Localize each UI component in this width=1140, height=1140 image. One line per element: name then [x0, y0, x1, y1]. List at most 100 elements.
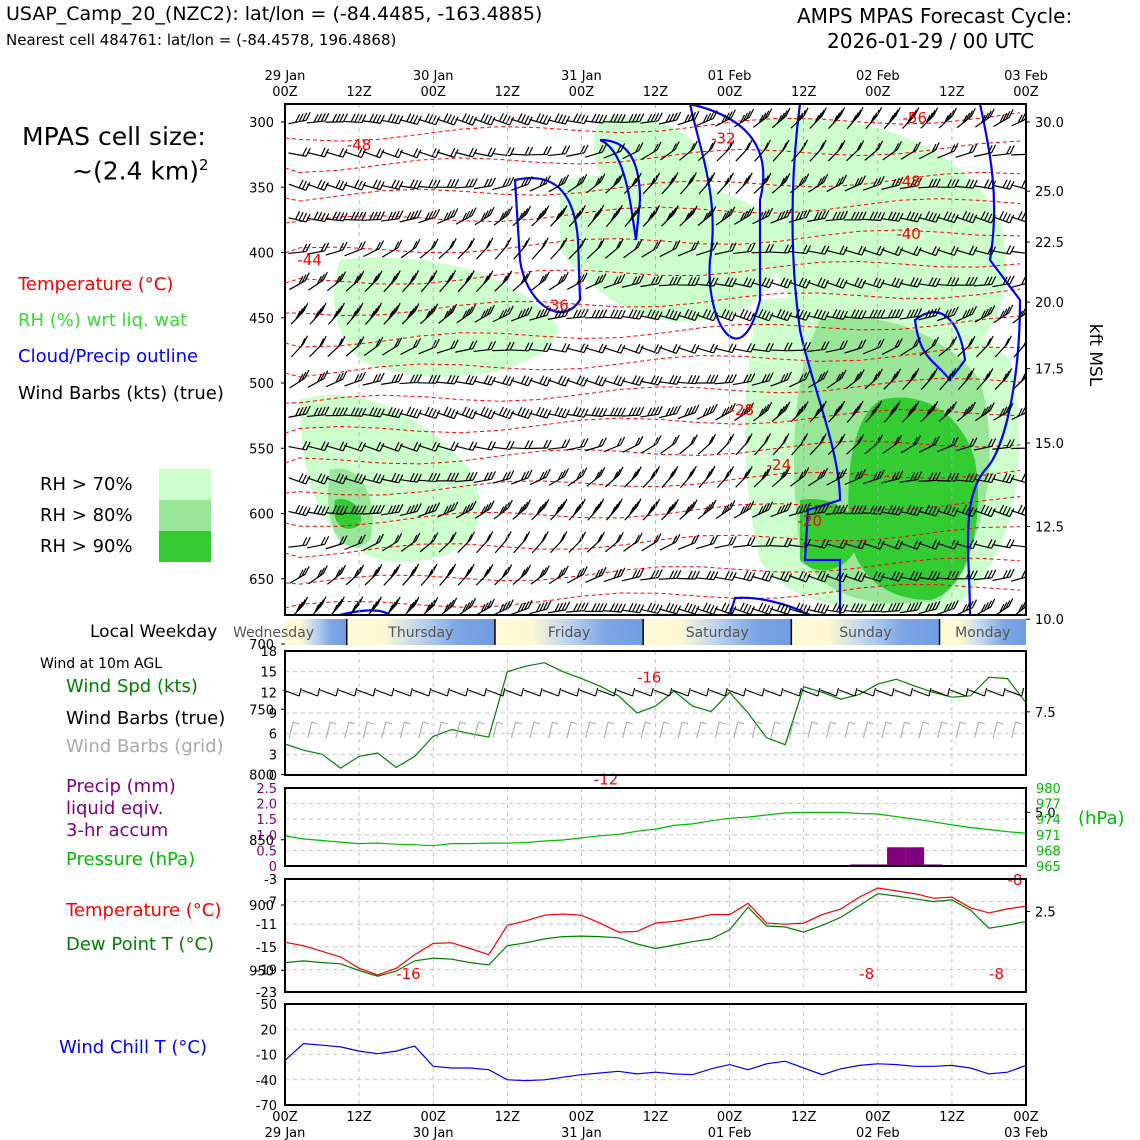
wind-barb-flag — [536, 701, 540, 709]
wind-barb-flag — [653, 535, 659, 544]
wind-barb — [751, 277, 774, 289]
wind-barb-flag — [969, 801, 973, 809]
wind-barb-flag — [373, 863, 377, 871]
wind-barb-flag — [713, 698, 717, 706]
wind-barb-flag — [914, 800, 918, 808]
wind-barb-flag — [887, 309, 893, 319]
wind-barb-flag — [573, 897, 577, 905]
wind-barb — [438, 531, 457, 553]
wind-barb-flag — [936, 766, 940, 774]
wind-barb-flag — [300, 338, 306, 347]
wind-barb-flag — [691, 375, 697, 384]
wind-barb-flag — [487, 115, 493, 125]
wind-barb-flag — [498, 113, 504, 122]
wind-barb-flag — [635, 343, 641, 353]
wind-barb-flag — [739, 308, 745, 318]
wind-barb-flag — [785, 466, 791, 476]
wind-barb-flag — [413, 115, 419, 124]
wind-barb-staff — [458, 866, 470, 879]
wind-barb-flag — [557, 503, 563, 513]
wind-barb-flag — [613, 309, 619, 319]
wind-barb-flag — [839, 572, 845, 581]
wind-barb — [882, 141, 902, 161]
wind-barb — [475, 598, 495, 615]
wind-barb-staff — [310, 898, 322, 911]
wind-barb-flag — [575, 210, 581, 219]
wind-barb-flag — [654, 498, 661, 508]
wind-barb — [622, 862, 644, 874]
wind-barb — [771, 466, 791, 488]
wind-barb-flag — [730, 206, 736, 216]
wind-barb-flag — [880, 309, 886, 319]
wind-barb-staff — [530, 674, 547, 680]
wind-barb-flag — [557, 114, 563, 123]
wind-barb-flag — [1009, 275, 1015, 284]
wind-barb-flag — [425, 800, 429, 808]
wind-barb-flag — [1009, 145, 1015, 154]
wind-barb-flag — [639, 406, 645, 416]
wind-barb-flag — [358, 596, 364, 605]
wind-barb-flag — [315, 898, 319, 906]
wind-barb-flag — [372, 275, 378, 285]
wind-barb-flag — [1007, 833, 1011, 841]
wind-barb-staff — [733, 870, 750, 874]
wind-barb-flag — [870, 799, 874, 807]
wind-barb-flag — [635, 829, 639, 837]
wind-barb — [973, 276, 997, 287]
wind-barb-flag — [911, 403, 917, 412]
wind-barb-flag — [468, 409, 474, 418]
wind-barb — [714, 602, 737, 615]
wind-barb-flag — [472, 376, 478, 385]
wind-barb-flag — [729, 433, 735, 443]
wind-barb-flag — [934, 695, 938, 703]
wind-barb — [862, 309, 886, 319]
wind-barb-flag — [520, 375, 526, 384]
wind-barb — [455, 406, 478, 420]
wind-barb — [621, 406, 645, 417]
wind-barb-flag — [412, 339, 418, 349]
wind-barb-flag — [916, 540, 922, 550]
wind-barb — [680, 760, 696, 782]
wind-barb — [714, 373, 737, 385]
wind-barb-flag — [370, 898, 374, 906]
wind-barb-flag — [980, 310, 986, 319]
wind-barb-flag — [692, 434, 698, 443]
wind-barb-flag — [416, 180, 422, 189]
wind-barb-flag — [983, 212, 990, 221]
wind-barb — [326, 665, 347, 680]
wind-barb-flag — [824, 664, 828, 672]
wind-barb-flag — [724, 374, 730, 384]
wind-barb-flag — [300, 305, 306, 315]
wind-barb — [474, 701, 495, 713]
wind-barb-flag — [987, 213, 993, 222]
wind-barb — [492, 470, 515, 484]
wind-barb-flag — [839, 341, 845, 350]
wind-barb-flag — [598, 603, 604, 612]
wind-barb-flag — [484, 702, 488, 710]
wind-barb-flag — [817, 571, 823, 580]
wind-barb — [306, 242, 330, 255]
wind-barb — [938, 107, 957, 129]
wind-barb-flag — [814, 408, 820, 418]
wind-barb-flag — [777, 408, 783, 418]
wind-barb — [974, 863, 996, 873]
wind-barb-flag — [539, 178, 545, 187]
wind-barb-flag — [880, 505, 886, 515]
wind-barb-flag — [712, 535, 719, 544]
wind-barb-flag — [335, 505, 341, 514]
wind-barb-flag — [821, 107, 827, 116]
wind-barb-flag — [877, 400, 883, 410]
wind-barb-flag — [373, 767, 377, 775]
wind-barb-flag — [543, 703, 547, 711]
wind-barb-flag — [1005, 404, 1011, 414]
wind-barb-flag — [724, 277, 730, 286]
wind-barb-flag — [539, 602, 545, 612]
wind-barb-flag — [319, 273, 325, 283]
wind-barb-flag — [620, 603, 626, 613]
wind-barb-flag — [372, 211, 378, 221]
wind-barb — [439, 826, 456, 846]
wind-barb-flag — [893, 109, 899, 119]
wind-barb-flag — [335, 407, 341, 416]
wind-barb-flag — [601, 377, 607, 387]
wind-barb-flag — [909, 406, 915, 415]
